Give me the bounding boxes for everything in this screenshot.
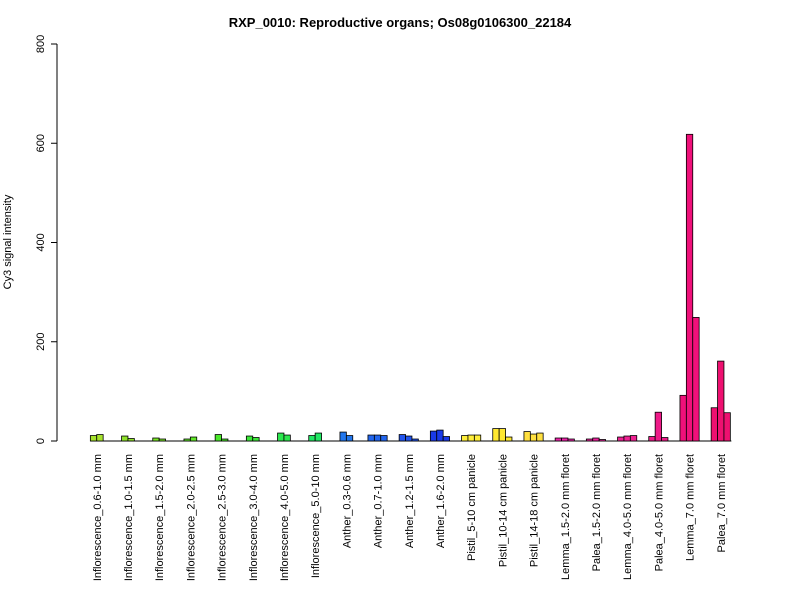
x-tick-label: Anther_0.3-0.6 mm xyxy=(341,454,353,548)
bar xyxy=(592,437,600,442)
bar xyxy=(158,438,166,442)
x-tick-label: Lemma_7.0 mm floret xyxy=(685,454,697,561)
x-tick-label: Inflorescence_2.0-2.5 mm xyxy=(185,454,197,581)
y-tick-label: 200 xyxy=(35,333,47,351)
bar xyxy=(442,436,450,442)
bar xyxy=(214,434,222,442)
bar xyxy=(429,430,438,442)
bar xyxy=(648,436,656,442)
bar xyxy=(598,439,606,442)
bar xyxy=(380,435,388,442)
bar xyxy=(152,437,160,442)
bar xyxy=(411,438,419,442)
y-tick-label: 400 xyxy=(35,233,47,251)
bar xyxy=(436,429,444,442)
bar xyxy=(623,435,631,442)
x-tick-label: Lemma_1.5-2.0 mm floret xyxy=(560,454,572,580)
bar xyxy=(629,435,638,442)
x-tick-label: Inflorescence_3.0-4.0 mm xyxy=(248,454,260,581)
bar xyxy=(685,133,694,442)
y-axis-label: Cy3 signal intensity xyxy=(2,194,14,289)
bar xyxy=(339,431,347,442)
bar xyxy=(245,435,254,442)
x-tick-label: Inflorescence_2.5-3.0 mm xyxy=(217,454,229,581)
bar xyxy=(314,432,322,442)
y-tick-label: 600 xyxy=(35,134,47,152)
bar xyxy=(127,438,135,442)
bar xyxy=(679,394,687,442)
x-tick-label: Lemma_4.0-5.0 mm floret xyxy=(622,454,634,580)
bar xyxy=(183,438,191,442)
bar xyxy=(345,435,354,442)
x-tick-label: Inflorescence_1.5-2.0 mm xyxy=(154,454,166,581)
x-tick-label: Palea_4.0-5.0 mm floret xyxy=(653,454,665,571)
bar xyxy=(567,438,575,442)
bar xyxy=(536,432,544,442)
bar xyxy=(283,434,291,442)
x-tick-label: Anther_0.7-1.0 mm xyxy=(373,454,385,548)
y-tick-label: 0 xyxy=(35,438,47,444)
bar xyxy=(89,435,98,442)
bar xyxy=(710,407,718,442)
chart-title: RXP_0010: Reproductive organs; Os08g0106… xyxy=(229,15,572,30)
x-tick-label: Pistil_14-18 cm panicle xyxy=(529,454,541,567)
bar xyxy=(617,436,625,442)
bar xyxy=(308,435,316,442)
bar xyxy=(654,411,662,442)
x-tick-labels: Inflorescence_0.6-1.0 mm Inflorescence_1.… xyxy=(92,454,728,581)
x-tick-label: Pistil_10-14 cm panicle xyxy=(497,454,509,567)
y-axis: 0 200 400 600 800 xyxy=(35,35,58,444)
bar xyxy=(467,434,475,442)
x-tick-label: Inflorescence_0.6-1.0 mm xyxy=(92,454,104,581)
x-tick-label: Anther_1.6-2.0 mm xyxy=(435,454,447,548)
bar xyxy=(692,317,700,442)
bar xyxy=(252,437,260,442)
bar xyxy=(461,435,469,442)
bar xyxy=(473,434,482,442)
bars xyxy=(89,133,731,442)
x-tick-label: Palea_7.0 mm floret xyxy=(716,454,728,552)
bar xyxy=(492,428,500,442)
x-tick-label: Inflorescence_4.0-5.0 mm xyxy=(279,454,291,581)
bar xyxy=(405,435,413,442)
bar xyxy=(221,438,229,442)
x-tick-label: Anther_1.2-1.5 mm xyxy=(404,454,416,548)
x-tick-label: Inflorescence_1.0-1.5 mm xyxy=(123,454,135,581)
bar xyxy=(661,437,669,442)
bar xyxy=(723,412,731,442)
bar xyxy=(398,434,406,442)
bar xyxy=(498,428,506,442)
bar xyxy=(277,432,285,442)
bar xyxy=(373,434,382,442)
x-tick-label: Pistil_5-10 cm panicle xyxy=(466,454,478,561)
x-tick-label: Inflorescence_5.0-10 mm xyxy=(310,454,322,578)
bar xyxy=(189,436,198,442)
x-tick-label: Palea_1.5-2.0 mm floret xyxy=(591,454,603,571)
bar xyxy=(717,360,725,442)
bar xyxy=(529,433,538,442)
y-tick-label: 800 xyxy=(35,35,47,53)
bar xyxy=(121,435,129,442)
bar xyxy=(561,437,569,442)
bar xyxy=(505,436,513,442)
bar xyxy=(367,434,375,442)
bar xyxy=(554,437,562,442)
bar xyxy=(96,434,104,442)
bar xyxy=(523,431,531,442)
bar xyxy=(585,438,594,442)
